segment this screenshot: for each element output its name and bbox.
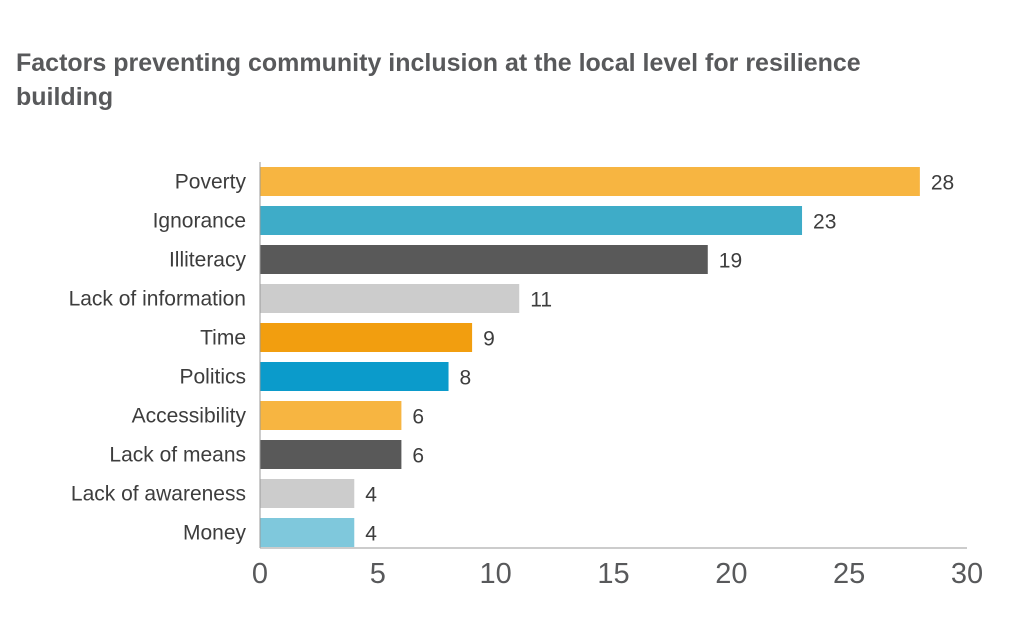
category-label: Time bbox=[200, 327, 246, 350]
bar-lack-of-means bbox=[260, 440, 402, 469]
category-label: Poverty bbox=[175, 171, 247, 194]
x-tick-label: 10 bbox=[480, 558, 512, 590]
chart-title: Factors preventing community inclusion a… bbox=[16, 49, 861, 111]
x-tick-labels: 0 5 10 15 20 25 30 bbox=[252, 558, 983, 590]
category-labels: Poverty Ignorance Illiteracy Lack of inform… bbox=[69, 171, 247, 545]
category-label: Lack of awareness bbox=[71, 483, 246, 506]
value-label: 19 bbox=[719, 250, 742, 273]
category-label: Lack of means bbox=[109, 444, 246, 467]
value-label: 11 bbox=[530, 289, 552, 312]
bar-poverty bbox=[260, 167, 920, 196]
x-tick-label: 0 bbox=[252, 558, 268, 590]
x-tick-label: 30 bbox=[951, 558, 983, 590]
bar-accessibility bbox=[260, 401, 402, 430]
bar-money bbox=[260, 518, 355, 547]
x-tick-label: 5 bbox=[370, 558, 386, 590]
value-label: 6 bbox=[412, 445, 424, 468]
value-label: 28 bbox=[931, 172, 954, 195]
category-label: Politics bbox=[179, 366, 246, 389]
bars-group bbox=[260, 167, 920, 547]
value-labels: 28 23 19 11 98 6 6 4 4 bbox=[365, 172, 954, 546]
category-label: Money bbox=[183, 522, 247, 545]
category-label: Ignorance bbox=[153, 210, 246, 233]
bar-ignorance bbox=[260, 206, 803, 235]
bar-time bbox=[260, 323, 473, 352]
value-label: 6 bbox=[412, 406, 424, 429]
value-label: 9 bbox=[483, 328, 495, 351]
category-label: Illiteracy bbox=[169, 249, 247, 272]
bar-politics bbox=[260, 362, 449, 391]
category-label: Lack of information bbox=[69, 288, 246, 311]
value-label: 4 bbox=[365, 523, 377, 546]
bar-lack-of-awareness bbox=[260, 479, 355, 508]
value-label: 4 bbox=[365, 484, 377, 507]
x-tick-label: 15 bbox=[597, 558, 629, 590]
bar-illiteracy bbox=[260, 245, 708, 274]
x-tick-label: 20 bbox=[715, 558, 747, 590]
bar-lack-of-information bbox=[260, 284, 520, 313]
category-label: Accessibility bbox=[132, 405, 247, 428]
x-tick-label: 25 bbox=[833, 558, 865, 590]
value-label: 8 bbox=[460, 367, 472, 390]
value-label: 23 bbox=[813, 211, 836, 234]
